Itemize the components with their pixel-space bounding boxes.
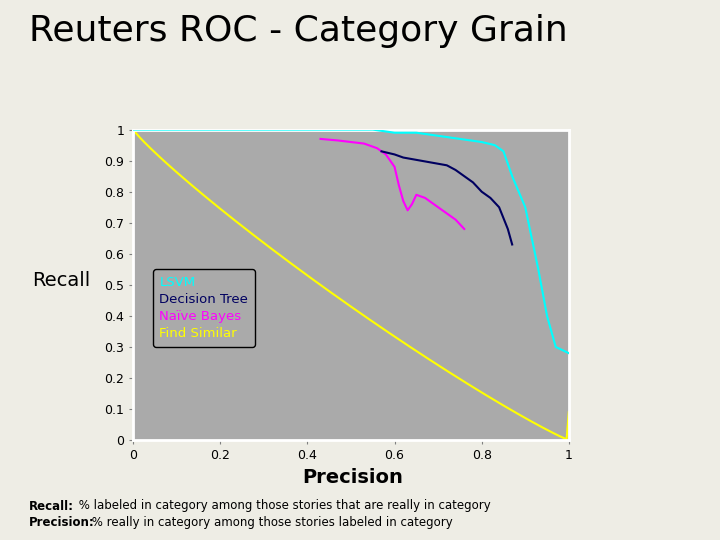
Text: Recall: Recall bbox=[32, 271, 90, 291]
Text: % really in category among those stories labeled in category: % really in category among those stories… bbox=[88, 516, 453, 529]
Text: % labeled in category among those stories that are really in category: % labeled in category among those storie… bbox=[75, 500, 490, 512]
Text: Precision: Precision bbox=[302, 468, 403, 488]
Text: Reuters ROC - Category Grain: Reuters ROC - Category Grain bbox=[29, 14, 567, 48]
Text: Recall:: Recall: bbox=[29, 500, 73, 512]
Legend: LSVM, Decision Tree, Naïve Bayes, Find Similar: LSVM, Decision Tree, Naïve Bayes, Find S… bbox=[153, 269, 255, 347]
Text: Precision:: Precision: bbox=[29, 516, 94, 529]
